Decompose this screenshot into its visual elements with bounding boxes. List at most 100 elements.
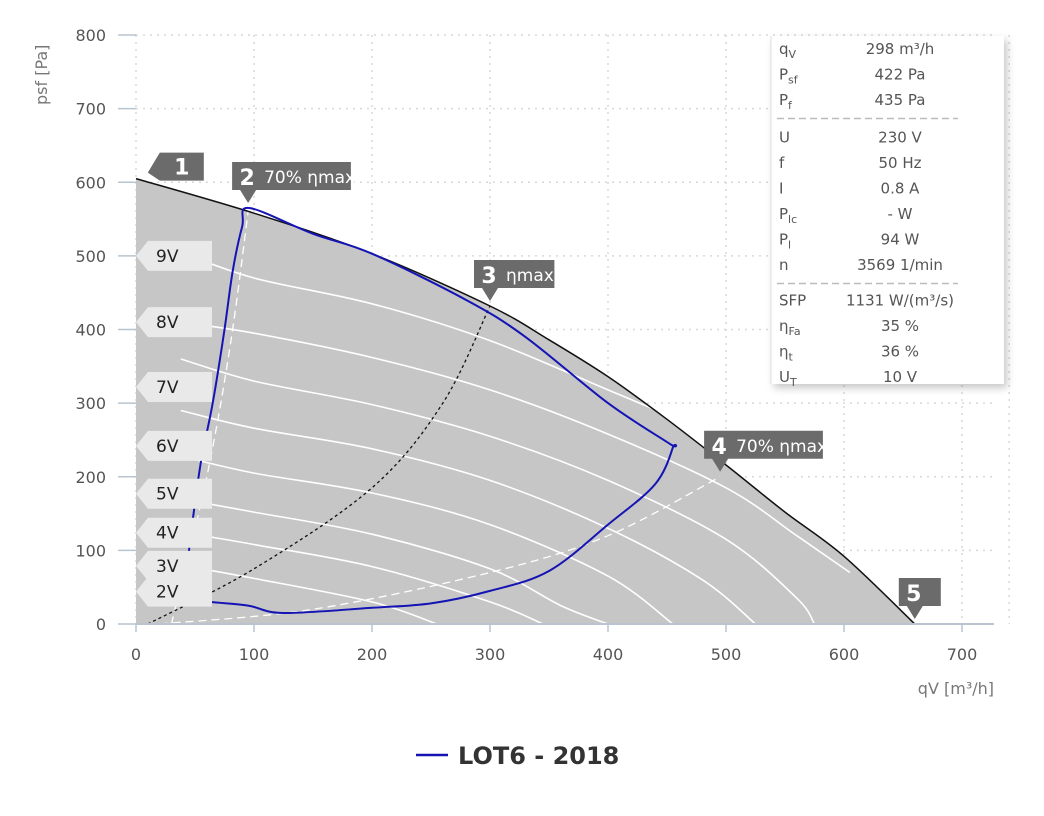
marker-3: 3 ηmax bbox=[474, 259, 555, 301]
voltage-tab-9V: 9V bbox=[136, 240, 212, 271]
voltage-label: 4V bbox=[156, 524, 179, 544]
voltage-tab-7V: 7V bbox=[136, 371, 212, 402]
marker-number: 5 bbox=[906, 582, 921, 607]
info-value: 298 m³/h bbox=[866, 40, 935, 58]
info-value: 50 Hz bbox=[878, 154, 921, 172]
info-value: 1131 W/(m³/s) bbox=[846, 292, 954, 310]
marker-number: 1 bbox=[174, 156, 189, 181]
x-tick-label: 200 bbox=[357, 645, 388, 664]
info-row-UT: UT 10 V bbox=[779, 368, 918, 389]
efficiency-line-0 bbox=[170, 211, 249, 625]
voltage-tab-4V: 4V bbox=[136, 517, 212, 548]
marker-4: 4 70% ηmax bbox=[704, 430, 827, 472]
voltage-labels: 9V 8V 7V 6V 5V 4V 3V 2V bbox=[136, 240, 212, 607]
efficiency-lines bbox=[147, 211, 721, 625]
marker-number: 4 bbox=[711, 435, 726, 460]
marker-number: 3 bbox=[481, 264, 496, 289]
marker-1: 1 bbox=[147, 152, 204, 181]
x-tick-label: 500 bbox=[711, 645, 742, 664]
info-key: ηt bbox=[779, 343, 794, 364]
voltage-label: 6V bbox=[156, 437, 179, 457]
info-panel: qV 298 m³/h Psf 422 Pa Pf 435 Pa U 230 V f 50 Hz I… bbox=[770, 36, 1004, 389]
voltage-label: 3V bbox=[156, 557, 179, 577]
voltage-curve-9V bbox=[180, 251, 868, 515]
info-row-U: U 230 V bbox=[779, 129, 923, 147]
info-row-ηt: ηt 36 % bbox=[779, 343, 919, 364]
info-row-f: f 50 Hz bbox=[779, 154, 922, 172]
voltage-label: 7V bbox=[156, 378, 179, 398]
info-row-Psf: Psf 422 Pa bbox=[779, 66, 925, 87]
voltage-label: 8V bbox=[156, 313, 179, 333]
info-row-n: n 3569 1/min bbox=[779, 256, 943, 274]
lot6-series bbox=[182, 206, 678, 615]
y-tick-label: 600 bbox=[75, 173, 106, 192]
y-tick-label: 100 bbox=[75, 541, 106, 560]
info-key: UT bbox=[779, 368, 797, 389]
voltage-label: 2V bbox=[156, 583, 179, 603]
info-key: ηFa bbox=[779, 317, 801, 338]
voltage-label: 9V bbox=[156, 247, 179, 267]
x-tick-label: 0 bbox=[131, 645, 141, 664]
voltage-tab-2V: 2V bbox=[136, 576, 212, 607]
info-value: 422 Pa bbox=[875, 66, 926, 84]
voltage-curve-2V bbox=[180, 564, 438, 624]
info-panel-background bbox=[771, 36, 1004, 384]
info-row-Plc: Plc - W bbox=[779, 205, 913, 226]
marker-label: ηmax bbox=[506, 266, 554, 286]
legend-item-0[interactable]: LOT6 - 2018 bbox=[416, 742, 619, 770]
legend: LOT6 - 2018 bbox=[416, 742, 619, 770]
info-row-Pf: Pf 435 Pa bbox=[779, 91, 925, 112]
info-value: 35 % bbox=[881, 317, 919, 335]
voltage-curve-7V bbox=[180, 358, 816, 624]
marker-number: 2 bbox=[239, 166, 254, 191]
y-tick-label: 800 bbox=[75, 26, 106, 45]
operating-point-markers: 1 2 70% ηmax 3 ηmax 4 70% ηmax 5 bbox=[147, 152, 941, 619]
info-row-qV: qV 298 m³/h bbox=[779, 40, 934, 61]
info-row-Pl: Pl 94 W bbox=[779, 231, 920, 252]
x-tick-label: 700 bbox=[947, 645, 978, 664]
voltage-curve-5V bbox=[180, 455, 674, 624]
info-value: 0.8 A bbox=[881, 180, 921, 198]
voltage-tab-8V: 8V bbox=[136, 307, 212, 338]
info-value: 36 % bbox=[881, 343, 919, 361]
legend-label: LOT6 - 2018 bbox=[458, 742, 619, 770]
x-tick-label: 100 bbox=[239, 645, 270, 664]
y-axis-title: psf [Pa] bbox=[32, 45, 51, 105]
y-tick-label: 700 bbox=[75, 100, 106, 119]
info-row-SFP: SFP 1131 W/(m³/s) bbox=[779, 292, 954, 310]
y-tick-label: 400 bbox=[75, 321, 106, 340]
marker-5: 5 bbox=[898, 578, 941, 619]
info-key: SFP bbox=[779, 292, 806, 310]
voltage-curve-8V bbox=[180, 321, 851, 574]
y-tick-label: 300 bbox=[75, 394, 106, 413]
info-key: Pl bbox=[779, 231, 791, 252]
voltage-tab-3V: 3V bbox=[136, 550, 212, 581]
marker-label: 70% ηmax bbox=[736, 437, 827, 457]
info-key: n bbox=[779, 256, 789, 274]
info-value: 230 V bbox=[878, 129, 922, 147]
voltage-curves bbox=[180, 251, 868, 624]
series-line-0 bbox=[182, 206, 678, 615]
marker-2: 2 70% ηmax bbox=[232, 162, 355, 204]
info-key: f bbox=[779, 154, 785, 172]
info-value: 94 W bbox=[881, 231, 920, 249]
x-axis-title: qV [m³/h] bbox=[918, 679, 994, 698]
efficiency-line-2 bbox=[159, 476, 721, 625]
efficiency-line-1 bbox=[147, 305, 491, 625]
info-value: 435 Pa bbox=[875, 91, 926, 109]
info-row-I: I 0.8 A bbox=[779, 180, 920, 198]
x-tick-label: 400 bbox=[593, 645, 624, 664]
info-row-ηFa: ηFa 35 % bbox=[779, 317, 919, 338]
info-key: qV bbox=[779, 40, 797, 61]
voltage-curve-6V bbox=[180, 409, 757, 624]
y-tick-label: 0 bbox=[96, 615, 106, 634]
info-key: Psf bbox=[779, 66, 799, 87]
y-tick-label: 200 bbox=[75, 468, 106, 487]
voltage-curve-3V bbox=[180, 531, 544, 624]
marker-label: 70% ηmax bbox=[264, 168, 355, 188]
info-value: 3569 1/min bbox=[857, 256, 943, 274]
axes: 0 100 200 300 400 500 600 700 0 100 200 300 400 500 60… bbox=[32, 26, 994, 698]
y-tick-label: 500 bbox=[75, 247, 106, 266]
info-key: I bbox=[779, 180, 783, 198]
